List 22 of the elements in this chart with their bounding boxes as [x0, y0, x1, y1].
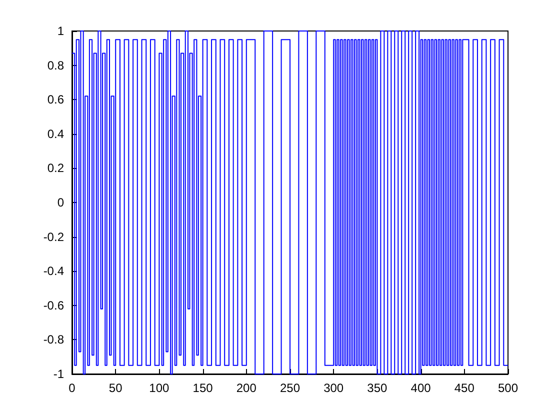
y-tick-label: 0.2 — [47, 161, 64, 176]
x-tick-label: 350 — [367, 381, 388, 395]
y-tick-label: 0 — [57, 196, 64, 210]
y-tick-label: -0.6 — [43, 298, 64, 312]
x-tick-label: 100 — [149, 381, 170, 395]
y-tick-label: 0.6 — [47, 92, 64, 107]
y-tick-label: -1 — [53, 367, 64, 381]
x-tick-label: 300 — [324, 381, 344, 395]
y-tick-label: 0.8 — [47, 58, 64, 72]
x-tick-label: 200 — [236, 381, 257, 395]
x-tick-label: 400 — [410, 381, 432, 395]
y-tick-label: -0.2 — [43, 230, 64, 244]
x-tick-label: 150 — [192, 381, 214, 395]
y-tick-label: -0.8 — [43, 332, 64, 347]
x-tick-label: 0 — [68, 381, 76, 395]
x-tick-label: 50 — [108, 381, 123, 395]
y-tick-label: 1 — [57, 24, 64, 38]
x-tick-label: 250 — [280, 381, 300, 395]
x-tick-label: 450 — [454, 381, 475, 395]
x-tick-label: 500 — [498, 381, 518, 395]
y-tick-label: 0.4 — [47, 126, 64, 141]
y-tick-label: -0.4 — [43, 264, 64, 278]
